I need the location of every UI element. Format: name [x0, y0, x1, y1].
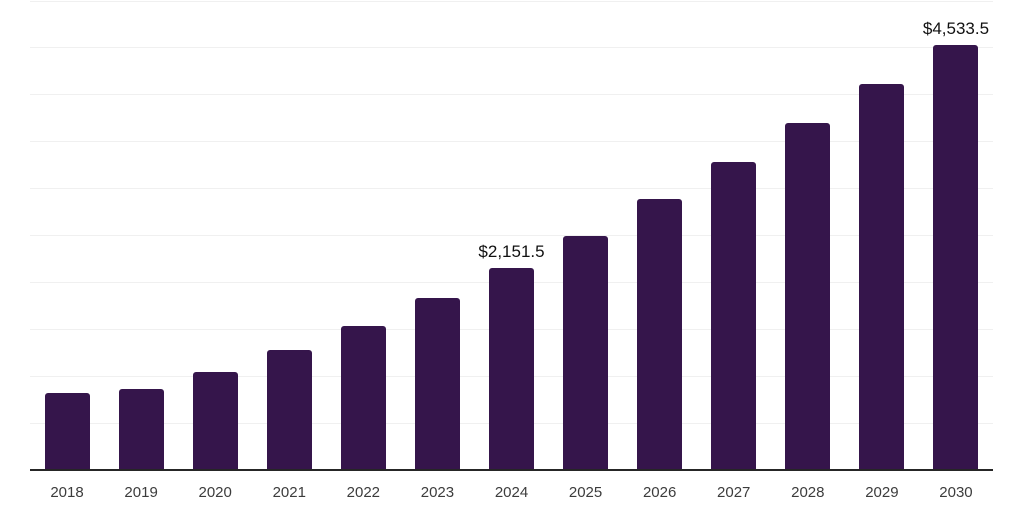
gridline: [30, 141, 993, 143]
data-label-2030: $4,533.5: [922, 18, 990, 38]
x-axis-label-2023: 2023: [420, 484, 455, 501]
bar-2029[interactable]: [859, 84, 905, 470]
gridline: [30, 235, 993, 236]
bar-2019[interactable]: [118, 389, 164, 470]
bar-2026[interactable]: [637, 198, 683, 470]
bar-2023[interactable]: [414, 298, 460, 470]
x-axis-label-2020: 2020: [198, 484, 232, 501]
gridline: [30, 94, 993, 96]
x-axis-label-2025: 2025: [568, 484, 603, 501]
x-axis-label-2026: 2026: [642, 484, 677, 501]
bar-2027[interactable]: [711, 161, 757, 470]
x-axis-label-2022: 2022: [346, 484, 381, 501]
bar-2022[interactable]: [340, 326, 386, 470]
gridline: [30, 47, 993, 49]
data-label-2024: $2,151.5: [478, 242, 545, 262]
bar-2030[interactable]: [933, 44, 979, 470]
bar-2028[interactable]: [785, 122, 831, 470]
x-axis-line: [30, 469, 993, 471]
x-axis-label-2019: 2019: [124, 484, 158, 501]
x-axis-label-2021: 2021: [272, 484, 306, 501]
bar-2018[interactable]: [44, 393, 90, 470]
gridline: [30, 0, 993, 2]
gridline: [30, 188, 993, 190]
x-axis-label-2024: 2024: [494, 484, 529, 501]
bar-2021[interactable]: [266, 349, 312, 470]
bar-2020[interactable]: [192, 371, 238, 470]
x-axis-label-2027: 2027: [717, 484, 751, 501]
x-axis-label-2028: 2028: [791, 484, 825, 501]
x-axis-label-2030: 2030: [939, 484, 973, 501]
bar-2024[interactable]: [489, 268, 534, 470]
x-axis-label-2029: 2029: [865, 484, 899, 501]
x-axis-label-2018: 2018: [50, 484, 84, 501]
bar-2025[interactable]: [563, 235, 609, 470]
